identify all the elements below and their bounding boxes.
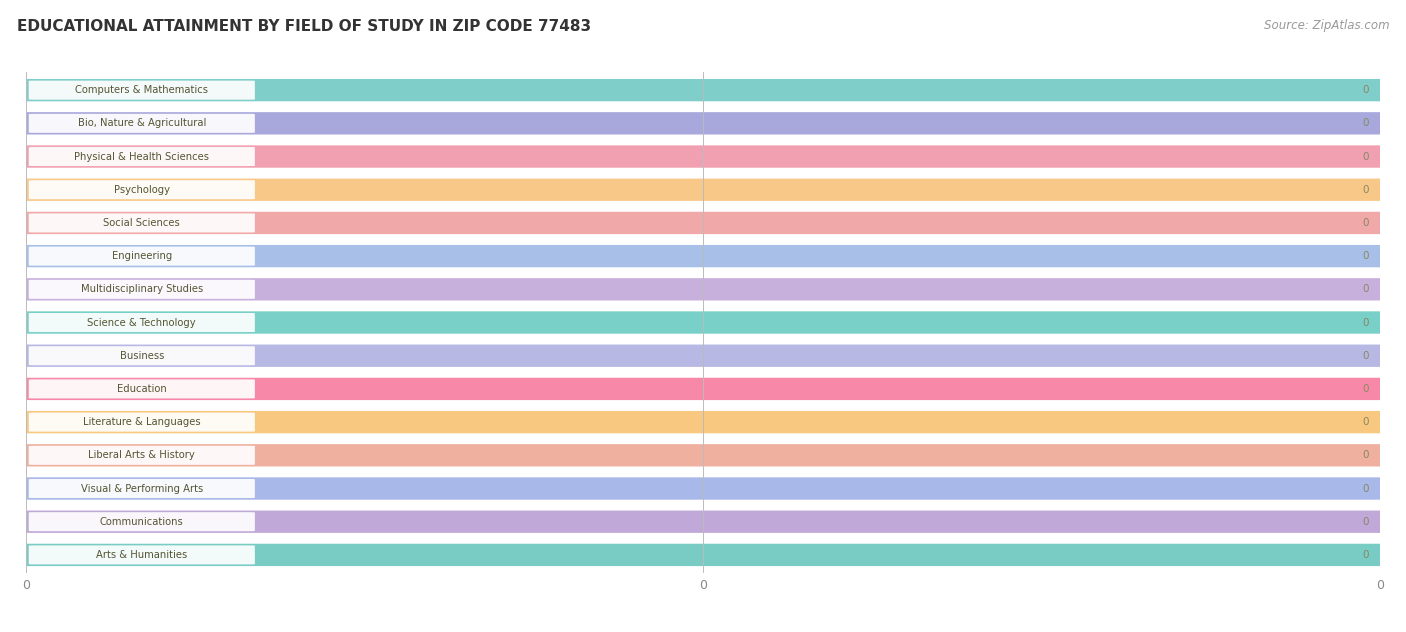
Text: 0: 0	[1362, 85, 1369, 95]
Text: Source: ZipAtlas.com: Source: ZipAtlas.com	[1264, 19, 1389, 32]
FancyBboxPatch shape	[15, 377, 1391, 401]
FancyBboxPatch shape	[28, 545, 254, 564]
FancyBboxPatch shape	[15, 410, 1391, 434]
FancyBboxPatch shape	[15, 78, 1391, 102]
Text: Multidisciplinary Studies: Multidisciplinary Studies	[80, 284, 202, 295]
Text: 0: 0	[1362, 351, 1369, 361]
FancyBboxPatch shape	[15, 543, 1391, 567]
FancyBboxPatch shape	[15, 178, 1391, 202]
Text: 0: 0	[1362, 550, 1369, 560]
FancyBboxPatch shape	[28, 147, 254, 166]
FancyBboxPatch shape	[15, 244, 1391, 269]
FancyBboxPatch shape	[28, 81, 254, 100]
Text: Visual & Performing Arts: Visual & Performing Arts	[80, 483, 202, 494]
FancyBboxPatch shape	[15, 477, 1391, 501]
Text: 0: 0	[1362, 185, 1369, 195]
Text: 0: 0	[1362, 284, 1369, 295]
Text: Science & Technology: Science & Technology	[87, 317, 195, 327]
FancyBboxPatch shape	[28, 280, 254, 299]
FancyBboxPatch shape	[28, 446, 254, 465]
Text: Liberal Arts & History: Liberal Arts & History	[89, 451, 195, 460]
FancyBboxPatch shape	[28, 413, 254, 432]
FancyBboxPatch shape	[28, 512, 254, 532]
FancyBboxPatch shape	[15, 344, 1391, 368]
FancyBboxPatch shape	[15, 111, 1391, 135]
Text: Education: Education	[117, 384, 167, 394]
Text: 0: 0	[1362, 118, 1369, 128]
Text: Social Sciences: Social Sciences	[104, 218, 180, 228]
FancyBboxPatch shape	[28, 346, 254, 365]
FancyBboxPatch shape	[15, 509, 1391, 534]
Text: 0: 0	[1362, 317, 1369, 327]
FancyBboxPatch shape	[15, 210, 1391, 235]
Text: 0: 0	[1362, 384, 1369, 394]
FancyBboxPatch shape	[28, 479, 254, 498]
FancyBboxPatch shape	[28, 379, 254, 398]
Text: Arts & Humanities: Arts & Humanities	[96, 550, 187, 560]
Text: Business: Business	[120, 351, 165, 361]
FancyBboxPatch shape	[28, 180, 254, 199]
Text: 0: 0	[1362, 251, 1369, 261]
Text: 0: 0	[1362, 152, 1369, 162]
FancyBboxPatch shape	[28, 313, 254, 332]
Text: Psychology: Psychology	[114, 185, 170, 195]
Text: 0: 0	[1362, 517, 1369, 526]
FancyBboxPatch shape	[28, 214, 254, 233]
Text: Communications: Communications	[100, 517, 184, 526]
Text: Literature & Languages: Literature & Languages	[83, 417, 201, 427]
Text: EDUCATIONAL ATTAINMENT BY FIELD OF STUDY IN ZIP CODE 77483: EDUCATIONAL ATTAINMENT BY FIELD OF STUDY…	[17, 19, 591, 34]
FancyBboxPatch shape	[15, 144, 1391, 169]
Text: Bio, Nature & Agricultural: Bio, Nature & Agricultural	[77, 118, 207, 128]
Text: Computers & Mathematics: Computers & Mathematics	[76, 85, 208, 95]
Text: 0: 0	[1362, 417, 1369, 427]
Text: 0: 0	[1362, 218, 1369, 228]
Text: Engineering: Engineering	[111, 251, 172, 261]
FancyBboxPatch shape	[28, 246, 254, 265]
FancyBboxPatch shape	[15, 443, 1391, 468]
Text: 0: 0	[1362, 483, 1369, 494]
FancyBboxPatch shape	[15, 277, 1391, 301]
FancyBboxPatch shape	[15, 310, 1391, 335]
FancyBboxPatch shape	[28, 114, 254, 133]
Text: 0: 0	[1362, 451, 1369, 460]
Text: Physical & Health Sciences: Physical & Health Sciences	[75, 152, 209, 162]
